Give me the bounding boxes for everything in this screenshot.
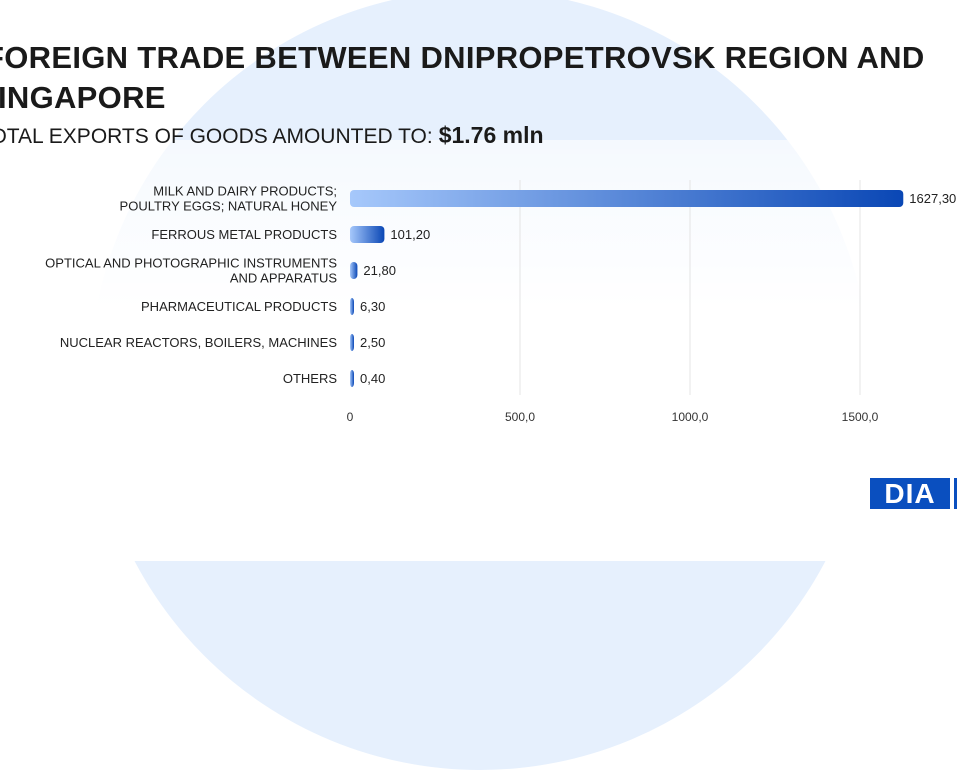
bar [350,298,354,315]
value-label: 21,80 [363,263,396,278]
dia-logo: DIA [870,478,950,509]
category-label: OPTICAL AND PHOTOGRAPHIC INSTRUMENTS [45,256,337,271]
category-label: FERROUS METAL PRODUCTS [151,227,337,242]
bar [350,190,904,207]
total-value: $1.76 mln [438,122,544,148]
bar-chart: 0 500,0 1000,0 1500,0 1627,30 MILK AND DAIRY … [45,180,956,424]
bar [350,262,358,279]
x-tick-label: 500,0 [505,410,535,424]
value-label: 1627,30 [909,191,956,206]
value-label: 6,30 [360,299,385,314]
x-tick-label: 1500,0 [842,410,879,424]
value-label: 0,40 [360,371,385,386]
bar [350,334,354,351]
bar [350,370,354,387]
title-line-2: SINGAPORE [0,80,166,115]
category-label: OTHERS [283,371,338,386]
value-label: 101,20 [390,227,430,242]
category-label: NUCLEAR REACTORS, BOILERS, MACHINES [60,335,337,350]
x-tick-label: 1000,0 [672,410,709,424]
title-line-1: FOREIGN TRADE BETWEEN DNIPROPETROVSK REG… [0,40,925,75]
background-fade [0,140,960,561]
category-label: POULTRY EGGS; NATURAL HONEY [120,199,338,214]
value-label: 2,50 [360,335,385,350]
subtitle-text: TOTAL EXPORTS OF GOODS AMOUNTED TO: [0,125,433,148]
bar [350,226,385,243]
subtitle: TOTAL EXPORTS OF GOODS AMOUNTED TO: $1.76… [0,122,544,149]
logo-tail [954,478,960,509]
category-label: PHARMACEUTICAL PRODUCTS [141,299,337,314]
page-title: FOREIGN TRADE BETWEEN DNIPROPETROVSK REG… [0,38,925,118]
x-tick-label: 0 [347,410,354,424]
category-label: AND APPARATUS [230,271,337,286]
category-label: MILK AND DAIRY PRODUCTS; [153,184,337,199]
